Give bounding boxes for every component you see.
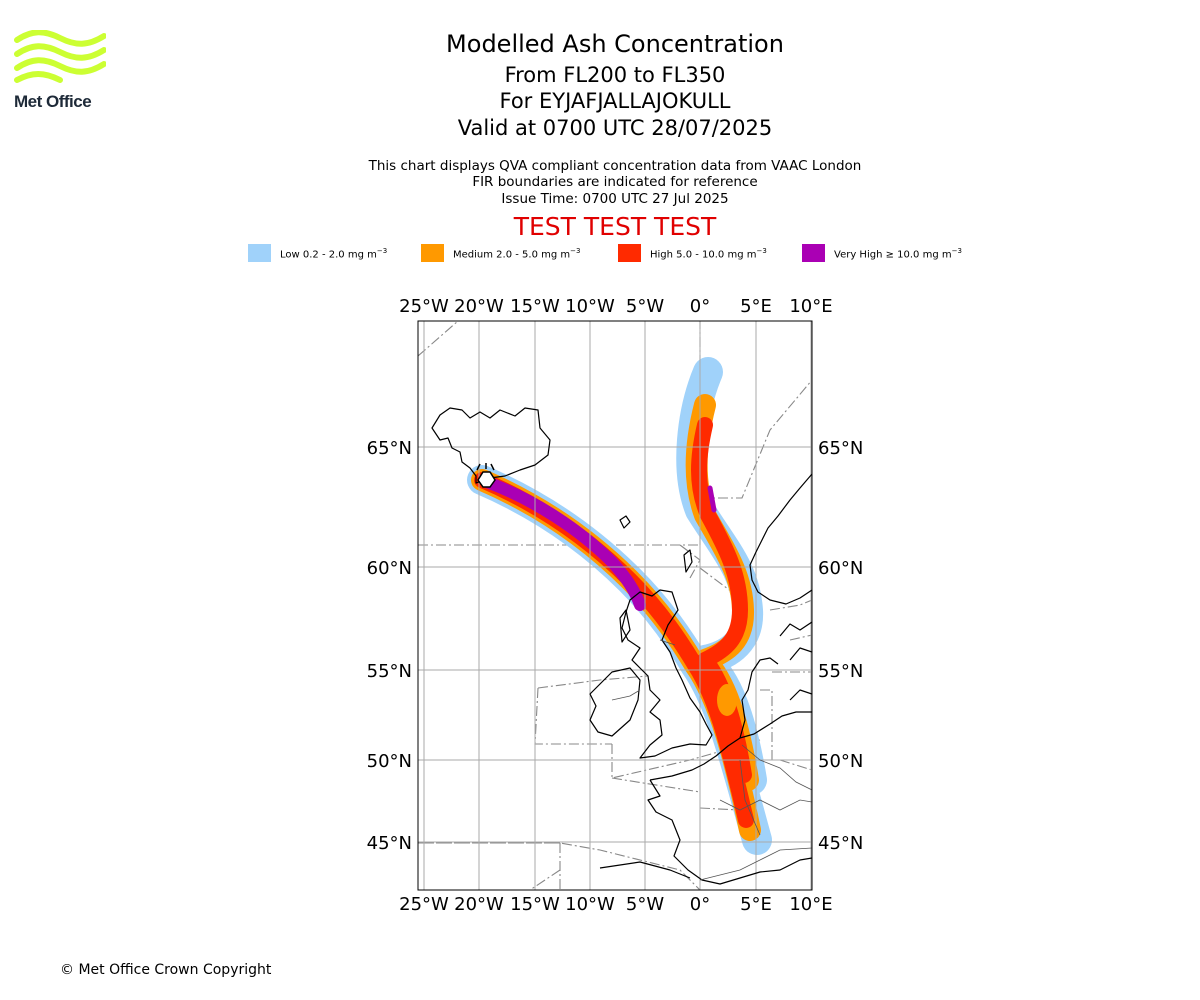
lon-label: 5°W (626, 894, 664, 915)
lon-label: 0° (690, 894, 710, 915)
flight-levels: From FL200 to FL350 (504, 63, 726, 87)
lat-label: 50°N (818, 751, 863, 772)
ash-plume (467, 357, 772, 855)
lon-label: 5°E (740, 296, 772, 317)
volcano-name: For EYJAFJALLAJOKULL (499, 89, 731, 113)
legend-unit-exp: −3 (756, 247, 767, 255)
issue-time: Issue Time: 0700 UTC 27 Jul 2025 (501, 191, 729, 207)
map-frame (417, 320, 813, 891)
lon-label: 5°W (626, 296, 664, 317)
graticule (418, 321, 812, 890)
lat-label: 45°N (367, 833, 412, 854)
ireland-coast (589, 667, 641, 737)
great-britain-coast (621, 589, 713, 759)
legend-swatch-low (248, 244, 271, 262)
lon-label: 10°E (789, 894, 832, 915)
iceland-coast (431, 407, 551, 484)
subtitle-line-2: FIR boundaries are indicated for referen… (472, 174, 758, 190)
copyright-notice: © Met Office Crown Copyright (60, 962, 272, 978)
lat-label: 60°N (367, 558, 412, 579)
lat-label: 55°N (818, 661, 863, 682)
lon-labels-top: 25°W 20°W 15°W 10°W 5°W 0° 5°E 10°E (399, 296, 832, 317)
legend-swatch-high (618, 244, 641, 262)
legend-label-very-high: Very High ≥ 10.0 mg m (834, 249, 952, 261)
legend-unit-exp: −3 (951, 247, 962, 255)
lon-label: 10°W (565, 296, 615, 317)
lon-label: 5°E (740, 894, 772, 915)
lat-label: 45°N (818, 833, 863, 854)
legend-unit-exp: −3 (376, 247, 388, 255)
lon-label: 15°W (510, 296, 560, 317)
lon-label: 25°W (399, 894, 449, 915)
volcano-icon (476, 463, 496, 488)
valid-time: Valid at 0700 UTC 28/07/2025 (457, 116, 773, 140)
national-borders (611, 639, 812, 881)
lon-label: 0° (690, 296, 710, 317)
norway-coast (749, 473, 812, 605)
lon-label: 10°E (789, 296, 832, 317)
met-office-logo: Met Office (14, 29, 107, 112)
subtitle-line-1: This chart displays QVA compliant concen… (368, 158, 862, 174)
lon-label: 10°W (565, 894, 615, 915)
met-office-wave-logo-icon (14, 29, 107, 83)
lat-labels-right: 65°N 60°N 55°N 50°N 45°N (818, 438, 863, 854)
legend-label-high: High 5.0 - 10.0 mg m (650, 249, 757, 261)
test-watermark: TEST TEST TEST (513, 212, 717, 241)
lon-label: 25°W (399, 296, 449, 317)
legend-swatch-very-high (802, 244, 825, 262)
legend-label-low: Low 0.2 - 2.0 mg m (280, 249, 377, 261)
lat-label: 65°N (818, 438, 863, 459)
lon-labels-bottom: 25°W 20°W 15°W 10°W 5°W 0° 5°E 10°E (399, 894, 832, 915)
lat-labels-left: 65°N 60°N 55°N 50°N 45°N (367, 438, 412, 854)
lon-label: 15°W (510, 894, 560, 915)
chart-title: Modelled Ash Concentration (446, 30, 784, 58)
legend-unit-exp: −3 (570, 247, 581, 255)
coastlines (431, 407, 812, 885)
lat-label: 60°N (818, 558, 863, 579)
legend-swatch-medium (421, 244, 444, 262)
plume-very-high (481, 476, 646, 611)
lon-label: 20°W (454, 296, 504, 317)
lat-label: 50°N (367, 751, 412, 772)
lat-label: 55°N (367, 661, 412, 682)
plume-low (467, 357, 772, 855)
continent-coast (647, 711, 812, 885)
logo-wordmark: Met Office (14, 92, 92, 111)
legend-label-medium: Medium 2.0 - 5.0 mg m (453, 249, 571, 261)
lat-label: 65°N (367, 438, 412, 459)
lon-label: 20°W (454, 894, 504, 915)
